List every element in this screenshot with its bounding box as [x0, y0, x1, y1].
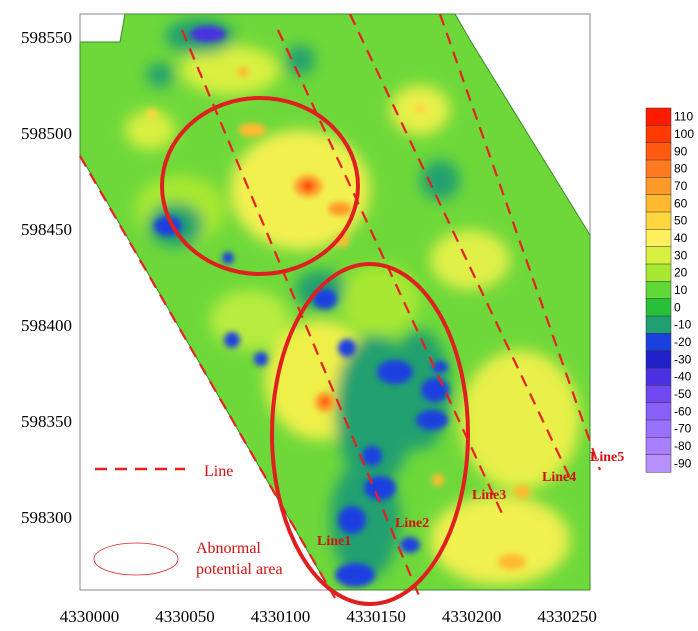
y-tick-label: 598450 [21, 220, 72, 239]
map-legend: Line Abnormal potential area [93, 463, 283, 578]
colorbar-swatch [645, 159, 672, 178]
colorbar-swatch [645, 315, 672, 334]
y-tick-label: 598500 [21, 124, 72, 143]
abnormal-area-ellipse-north [160, 96, 360, 276]
colorbar-swatch [645, 211, 672, 230]
colorbar-label: 100 [674, 127, 694, 141]
colorbar-swatch [645, 246, 672, 265]
colorbar-label: 60 [674, 196, 688, 210]
colorbar-label: -90 [674, 456, 692, 470]
x-tick-label: 4330150 [346, 607, 406, 626]
colorbar-label: 70 [674, 179, 688, 193]
survey-line-5 [438, 13, 602, 471]
colorbar-swatch [645, 419, 672, 438]
legend-area-label-1: Abnormal [196, 540, 261, 557]
x-tick-label: 4330050 [155, 607, 215, 626]
legend-area-label-2: potential area [196, 561, 283, 578]
line3-label: Line3 [472, 488, 506, 503]
colorbar-label: 110 [674, 110, 693, 124]
colorbar-swatch [645, 454, 672, 473]
legend-ellipse-swatch [93, 542, 179, 576]
colorbar-label: -80 [674, 439, 692, 453]
legend-line-label: Line [204, 463, 233, 480]
x-tick-label: 4330200 [442, 607, 502, 626]
colorbar-swatch [645, 402, 672, 421]
line2-label: Line2 [395, 516, 429, 531]
y-axis-ticks: 598550 598500 598450 598400 598350 598300 [21, 28, 72, 527]
colorbar-label: -10 [674, 318, 692, 332]
y-tick-label: 598550 [21, 28, 72, 47]
colorbar-label: -20 [674, 335, 692, 349]
colorbar-label: -70 [674, 422, 692, 436]
colorbar-label: -60 [674, 404, 692, 418]
colorbar-label: 30 [674, 248, 688, 262]
colorbar-label: -40 [674, 370, 692, 384]
y-tick-label: 598400 [21, 316, 72, 335]
abnormal-area-ellipse-south [270, 262, 470, 606]
colorbar-swatch [645, 333, 672, 352]
y-tick-label: 598300 [21, 508, 72, 527]
colorbar-label: 80 [674, 162, 688, 176]
survey-line-4 [349, 13, 571, 479]
x-tick-label: 4330000 [60, 607, 120, 626]
line4-label: Line4 [542, 470, 576, 485]
colorbar-label: 10 [674, 283, 688, 297]
colorbar: 1101009080706050403020100-10-20-30-40-50… [645, 107, 694, 473]
colorbar-label: -30 [674, 352, 692, 366]
colorbar-swatch [645, 107, 672, 126]
x-axis-ticks: 4330000 4330050 4330100 4330150 4330200 43302… [60, 607, 597, 626]
colorbar-label: 20 [674, 266, 688, 280]
colorbar-label: 40 [674, 231, 688, 245]
y-tick-label: 598350 [21, 412, 72, 431]
colorbar-label: 0 [674, 300, 681, 314]
colorbar-swatch [645, 367, 672, 386]
colorbar-swatch [645, 177, 672, 196]
colorbar-swatch [645, 229, 672, 248]
colorbar-swatch [645, 281, 672, 300]
colorbar-swatch [645, 298, 672, 317]
colorbar-label: 50 [674, 214, 688, 228]
colorbar-label: 90 [674, 144, 688, 158]
line5-label: Line5 [590, 450, 624, 465]
colorbar-swatch [645, 142, 672, 161]
colorbar-swatch [645, 350, 672, 369]
colorbar-swatch [645, 385, 672, 404]
colorbar-swatch [645, 437, 672, 456]
line1-label: Line1 [317, 534, 351, 549]
x-tick-label: 4330100 [251, 607, 311, 626]
colorbar-label: -50 [674, 387, 692, 401]
colorbar-swatch [645, 125, 672, 144]
survey-line-1 [79, 155, 336, 599]
colorbar-swatch [645, 263, 672, 282]
colorbar-swatch [645, 194, 672, 213]
x-tick-label: 4330250 [537, 607, 597, 626]
